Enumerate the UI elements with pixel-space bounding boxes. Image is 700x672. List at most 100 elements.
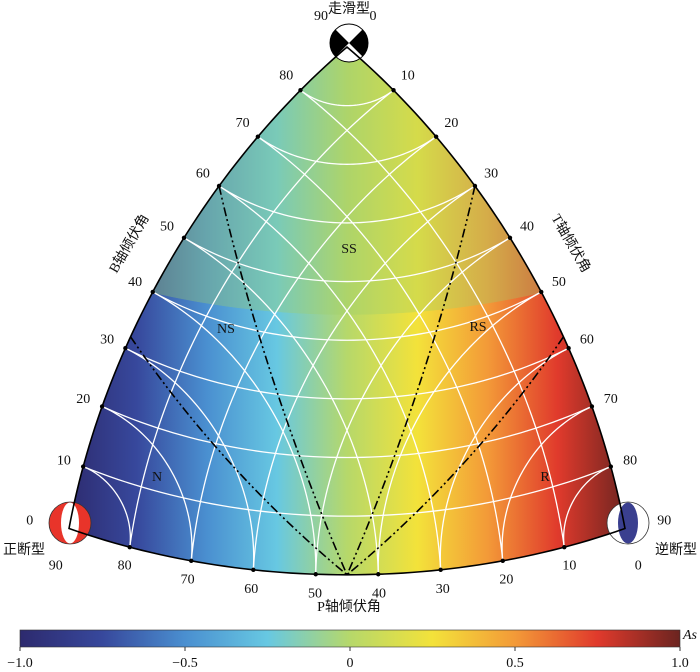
tick-mark	[189, 558, 194, 564]
grid-line	[190, 136, 437, 561]
tick-mark	[376, 572, 381, 577]
tick-mark	[127, 544, 132, 550]
region-label: RS	[469, 320, 486, 335]
grid-line	[218, 185, 476, 224]
region-label: NS	[217, 322, 235, 337]
corner-label: 走滑型	[328, 0, 370, 17]
tick-label: 80	[118, 559, 132, 574]
tick-label: 60	[196, 166, 210, 181]
grid-line	[562, 465, 612, 548]
tick-label: 90	[49, 558, 63, 573]
tick-mark	[150, 289, 155, 295]
tick-mark	[298, 88, 303, 93]
tick-label: 0	[370, 9, 377, 24]
tick-label: 30	[436, 582, 450, 597]
tick-mark	[391, 88, 396, 93]
tick-label: 60	[580, 332, 594, 347]
class-boundary	[346, 336, 565, 575]
tick-mark	[539, 289, 544, 295]
grid-line	[300, 89, 394, 107]
tick-label: 80	[623, 454, 637, 469]
tick-label: 60	[244, 582, 258, 597]
tick-label: 40	[128, 275, 142, 290]
grid-line	[183, 237, 379, 575]
grid-line	[101, 405, 193, 561]
grid-line	[152, 291, 317, 575]
grid-line	[257, 136, 504, 561]
tick-mark	[472, 183, 478, 189]
tick-mark	[313, 572, 318, 577]
grid-line	[377, 291, 542, 575]
colorbar	[19, 629, 681, 648]
tick-label: 0	[26, 513, 33, 528]
tick-label: 70	[604, 392, 618, 407]
tick-label: 70	[181, 573, 195, 588]
tick-label: 20	[444, 116, 458, 131]
corner-label: 正断型	[3, 542, 45, 558]
region-label: R	[540, 470, 550, 485]
grid-line	[125, 347, 569, 400]
grid-line	[152, 291, 542, 341]
tick-mark	[507, 235, 513, 241]
grid-line	[300, 89, 565, 548]
class-boundary	[346, 185, 476, 575]
grid-line	[218, 185, 442, 570]
colorbar-tick-label: −0.5	[172, 656, 197, 671]
class-boundary	[129, 336, 348, 575]
reverse-fault-icon	[606, 501, 650, 545]
grid-line	[125, 347, 255, 570]
class-boundary	[218, 185, 348, 575]
tick-label: 80	[279, 68, 293, 83]
axis-title: T轴倾伏角	[548, 212, 594, 276]
tick-mark	[80, 464, 86, 469]
grid-line	[252, 185, 476, 570]
tick-label: 10	[562, 559, 576, 574]
tick-label: 10	[401, 68, 415, 83]
colorbar-tick-label: 0	[347, 656, 354, 671]
grid-line	[82, 465, 612, 517]
tick-mark	[433, 134, 439, 139]
axis-title: B轴倾伏角	[106, 211, 153, 276]
grid-line	[439, 347, 569, 570]
tick-mark	[562, 544, 567, 550]
grid-line	[315, 237, 511, 575]
triangle-outline	[68, 45, 626, 576]
grid-line	[501, 405, 593, 561]
tick-mark	[438, 567, 443, 573]
tick-label: 40	[372, 586, 386, 601]
tick-label: 10	[57, 454, 71, 469]
tick-label: 50	[552, 275, 566, 290]
tick-mark	[123, 346, 128, 351]
colorbar-label: As	[682, 628, 698, 643]
tick-mark	[216, 183, 222, 189]
tick-mark	[566, 346, 571, 351]
tick-label: 50	[308, 586, 322, 601]
region-label: N	[152, 470, 162, 485]
tick-mark	[255, 134, 261, 139]
grid-line	[257, 136, 437, 165]
axis-title: P轴倾伏角	[317, 599, 381, 615]
region-label: SS	[341, 242, 357, 257]
tick-label: 20	[76, 392, 90, 407]
corner-label: 逆断型	[655, 542, 697, 558]
tick-mark	[99, 404, 105, 409]
tick-label: 0	[635, 558, 642, 573]
grid-line	[129, 89, 394, 548]
tick-label: 20	[499, 573, 513, 588]
colorbar-tick-label: 0.5	[506, 656, 524, 671]
tick-label: 40	[520, 219, 534, 234]
grid-line	[101, 405, 593, 459]
tick-label: 30	[484, 166, 498, 181]
colorbar-tick-label: −1.0	[7, 656, 32, 671]
tick-mark	[608, 464, 614, 469]
tick-mark	[251, 567, 256, 573]
tick-mark	[181, 235, 187, 241]
tick-label: 30	[100, 332, 114, 347]
colorbar-tick-label: 1.0	[671, 656, 689, 671]
tick-label: 90	[314, 9, 328, 24]
tick-mark	[500, 558, 505, 564]
grid-line	[82, 465, 132, 548]
tick-label: 50	[160, 219, 174, 234]
tick-label: 90	[657, 513, 671, 528]
